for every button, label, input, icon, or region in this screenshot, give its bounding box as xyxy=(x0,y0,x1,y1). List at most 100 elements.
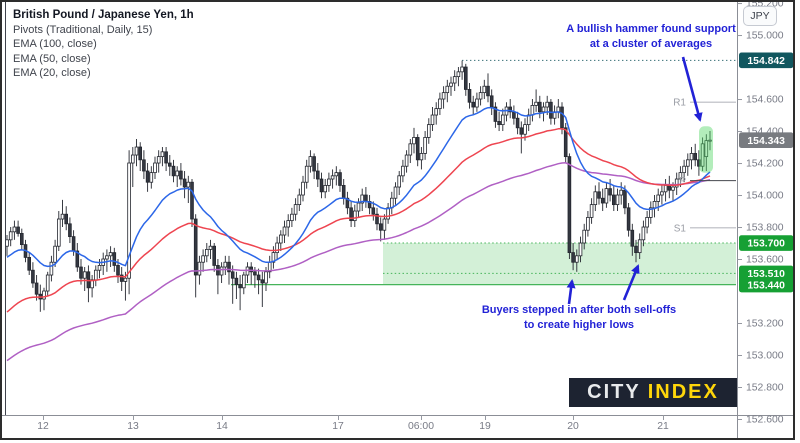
pivot-label-P: P xyxy=(679,176,686,187)
candle-down xyxy=(471,101,475,108)
candle-up xyxy=(637,239,642,254)
candle-down xyxy=(193,218,198,276)
candle-down xyxy=(253,271,257,276)
blue-arrow xyxy=(622,264,640,301)
candle-down xyxy=(227,261,231,273)
candle-down xyxy=(19,233,24,246)
candle-up xyxy=(660,191,664,196)
candle-down xyxy=(212,245,217,266)
candle-up xyxy=(323,185,327,193)
candle-down xyxy=(64,213,69,225)
ema-20-line xyxy=(6,106,711,268)
candle-up xyxy=(641,226,646,241)
candle-up xyxy=(12,226,17,233)
currency-badge[interactable]: JPY xyxy=(743,6,777,26)
candle-up xyxy=(108,252,113,257)
legend-ema-50[interactable]: EMA (50, close) xyxy=(13,52,91,65)
candle-down xyxy=(519,127,524,135)
candle-up xyxy=(430,114,435,126)
time-axis[interactable] xyxy=(5,415,737,438)
candle-down xyxy=(68,223,72,238)
candle-up xyxy=(327,178,331,186)
ema-lines xyxy=(6,106,711,362)
candle-down xyxy=(234,277,239,286)
candle-up xyxy=(90,279,94,289)
candle-up xyxy=(271,252,276,263)
candle-down xyxy=(693,153,697,161)
candle-down xyxy=(167,162,172,167)
price-badge-label: 153.700 xyxy=(747,239,785,250)
candle-down xyxy=(493,106,498,122)
candle-up xyxy=(330,175,335,180)
candle-up xyxy=(686,159,690,167)
candle-up xyxy=(297,194,302,206)
candle-up xyxy=(49,261,54,276)
candle-up xyxy=(282,226,287,236)
ema-50-line xyxy=(6,128,711,313)
candle-up xyxy=(475,98,479,108)
candle-up xyxy=(360,194,364,204)
candle-up xyxy=(656,194,660,202)
x-axis-label: 12 xyxy=(37,421,49,432)
legend-symbol[interactable]: British Pound / Japanese Yen, 1h xyxy=(13,9,194,21)
candle-down xyxy=(371,207,376,215)
pivot-label-S1: S1 xyxy=(674,223,687,234)
candle-down xyxy=(375,213,379,225)
candle-down xyxy=(79,266,83,279)
candle-up xyxy=(671,186,675,191)
candle-up xyxy=(678,172,683,180)
candle-up xyxy=(123,277,128,282)
legend-ema-20[interactable]: EMA (20, close) xyxy=(13,67,91,80)
blue-arrow xyxy=(566,279,576,305)
candle-up xyxy=(105,255,109,260)
candle-up xyxy=(393,186,398,199)
candle-down xyxy=(608,188,612,196)
candle-up xyxy=(160,151,165,158)
candle-down xyxy=(256,274,261,281)
candle-up xyxy=(264,271,268,284)
price-badge xyxy=(739,132,794,148)
candle-down xyxy=(626,207,631,231)
candle-up xyxy=(500,114,505,126)
candle-down xyxy=(378,223,383,231)
candle-down xyxy=(142,159,146,172)
candle-up xyxy=(156,156,161,164)
annotation-higher-lows: Buyers stepped in after both sell-offs t… xyxy=(481,304,677,331)
x-axis-label: 20 xyxy=(567,421,579,432)
x-axis-label: 19 xyxy=(479,421,491,432)
legend-pivots[interactable]: Pivots (Traditional, Daily, 15) xyxy=(13,23,153,36)
candle-up xyxy=(352,210,357,222)
y-axis-label: 154.200 xyxy=(746,159,784,170)
annotation-arrows xyxy=(566,56,703,305)
candle-down xyxy=(634,245,638,254)
candle-up xyxy=(449,82,453,87)
candle-down xyxy=(31,269,35,284)
candle-up xyxy=(8,231,13,241)
candle-down xyxy=(34,282,39,295)
candle-up xyxy=(153,162,157,174)
y-axis-label: 153.600 xyxy=(746,255,784,266)
legend-ema-100[interactable]: EMA (100, close) xyxy=(13,38,97,51)
candle-down xyxy=(508,106,512,113)
candle-up xyxy=(423,137,427,154)
hammer-highlight xyxy=(699,126,713,173)
candle-up xyxy=(649,207,653,218)
candle-up xyxy=(382,218,387,231)
candle-up xyxy=(201,255,205,263)
annotation-bullish-hammer: A bullish hammer found support at a clus… xyxy=(566,23,736,50)
candle-up xyxy=(278,234,283,244)
candle-up xyxy=(438,98,442,110)
y-axis-label: 154.600 xyxy=(746,95,784,106)
price-axis[interactable] xyxy=(737,0,795,415)
candle-up xyxy=(386,207,390,220)
candle-down xyxy=(349,207,353,222)
candle-up xyxy=(53,245,57,263)
candle-up xyxy=(523,124,527,135)
blue-arrow xyxy=(681,56,703,122)
candle-down xyxy=(164,151,168,164)
candle-down xyxy=(119,274,124,282)
candle-up xyxy=(197,261,202,276)
candle-up xyxy=(460,66,464,73)
candle-down xyxy=(16,226,20,234)
